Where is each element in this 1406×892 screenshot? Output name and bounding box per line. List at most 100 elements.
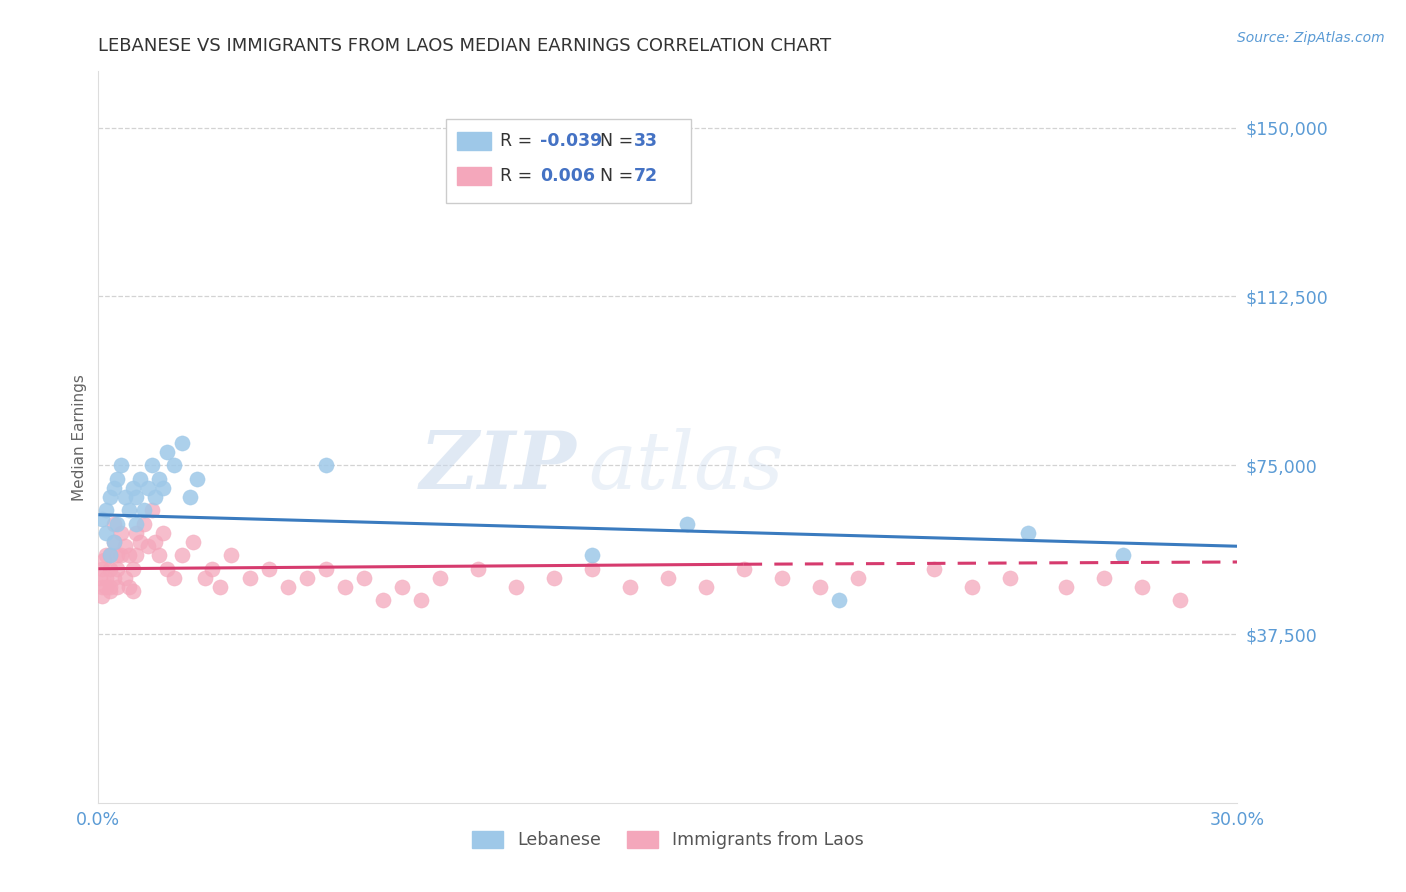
Point: [259, 562, 281, 576]
Point: [163, 571, 186, 585]
Point: [221, 548, 243, 562]
Legend: Lebanese, Immigrants from Laos: Lebanese, Immigrants from Laos: [465, 823, 870, 856]
Point: [391, 580, 413, 594]
Point: [110, 548, 132, 562]
Point: [103, 516, 125, 531]
Point: [581, 562, 603, 576]
Text: R =: R =: [501, 167, 538, 185]
Point: [93, 553, 115, 567]
Point: [315, 562, 337, 576]
Point: [201, 562, 224, 576]
Point: [145, 534, 167, 549]
Point: [91, 580, 114, 594]
Point: [505, 580, 527, 594]
Point: [107, 516, 129, 531]
Point: [145, 490, 167, 504]
Point: [114, 490, 136, 504]
Bar: [457, 167, 491, 185]
Point: [125, 525, 148, 540]
Point: [828, 593, 851, 607]
Point: [98, 580, 121, 594]
Point: [1094, 571, 1116, 585]
Point: [619, 580, 641, 594]
Point: [770, 571, 793, 585]
Point: [581, 548, 603, 562]
Point: [808, 580, 831, 594]
Point: [208, 580, 231, 594]
Point: [335, 580, 357, 594]
Point: [98, 584, 121, 599]
Point: [91, 589, 114, 603]
Point: [467, 562, 489, 576]
Point: [94, 503, 117, 517]
Point: [846, 571, 869, 585]
Point: [922, 562, 945, 576]
Point: [110, 458, 132, 473]
Point: [676, 516, 699, 531]
Point: [103, 481, 125, 495]
Point: [695, 580, 717, 594]
Point: [411, 593, 433, 607]
Point: [98, 548, 121, 562]
Point: [121, 481, 143, 495]
Text: 0.006: 0.006: [540, 167, 595, 185]
Text: LEBANESE VS IMMIGRANTS FROM LAOS MEDIAN EARNINGS CORRELATION CHART: LEBANESE VS IMMIGRANTS FROM LAOS MEDIAN …: [98, 37, 831, 54]
Point: [1132, 580, 1154, 594]
Point: [103, 571, 125, 585]
Point: [163, 458, 186, 473]
Point: [98, 562, 121, 576]
Point: [98, 548, 121, 562]
Point: [125, 516, 148, 531]
Point: [998, 571, 1021, 585]
Point: [121, 584, 143, 599]
Text: N =: N =: [599, 132, 638, 150]
Point: [1170, 593, 1192, 607]
Point: [129, 534, 152, 549]
Point: [114, 571, 136, 585]
Point: [371, 593, 394, 607]
Point: [156, 562, 179, 576]
Point: [129, 472, 152, 486]
Point: [960, 580, 983, 594]
Point: [315, 458, 337, 473]
Point: [1018, 525, 1040, 540]
Text: 72: 72: [634, 167, 658, 185]
FancyBboxPatch shape: [446, 119, 690, 203]
Point: [94, 580, 117, 594]
Point: [194, 571, 217, 585]
Point: [429, 571, 451, 585]
Text: atlas: atlas: [588, 427, 783, 505]
Point: [152, 525, 174, 540]
Point: [1112, 548, 1135, 562]
Point: [121, 562, 143, 576]
Text: 33: 33: [634, 132, 658, 150]
Point: [277, 580, 299, 594]
Point: [132, 516, 155, 531]
Point: [543, 571, 565, 585]
Point: [183, 534, 205, 549]
Point: [179, 490, 201, 504]
Point: [132, 503, 155, 517]
Text: -0.039: -0.039: [540, 132, 603, 150]
Point: [94, 525, 117, 540]
Point: [107, 562, 129, 576]
Point: [118, 580, 141, 594]
Point: [118, 548, 141, 562]
Point: [156, 444, 179, 458]
Point: [91, 512, 114, 526]
Point: [98, 490, 121, 504]
Point: [152, 481, 174, 495]
Point: [107, 580, 129, 594]
Point: [94, 548, 117, 562]
Text: R =: R =: [501, 132, 538, 150]
Text: N =: N =: [599, 167, 638, 185]
Point: [297, 571, 319, 585]
Point: [103, 534, 125, 549]
Point: [141, 458, 163, 473]
Point: [141, 503, 163, 517]
Point: [118, 503, 141, 517]
Point: [353, 571, 375, 585]
Point: [170, 435, 193, 450]
Text: Source: ZipAtlas.com: Source: ZipAtlas.com: [1237, 31, 1385, 45]
Point: [239, 571, 262, 585]
